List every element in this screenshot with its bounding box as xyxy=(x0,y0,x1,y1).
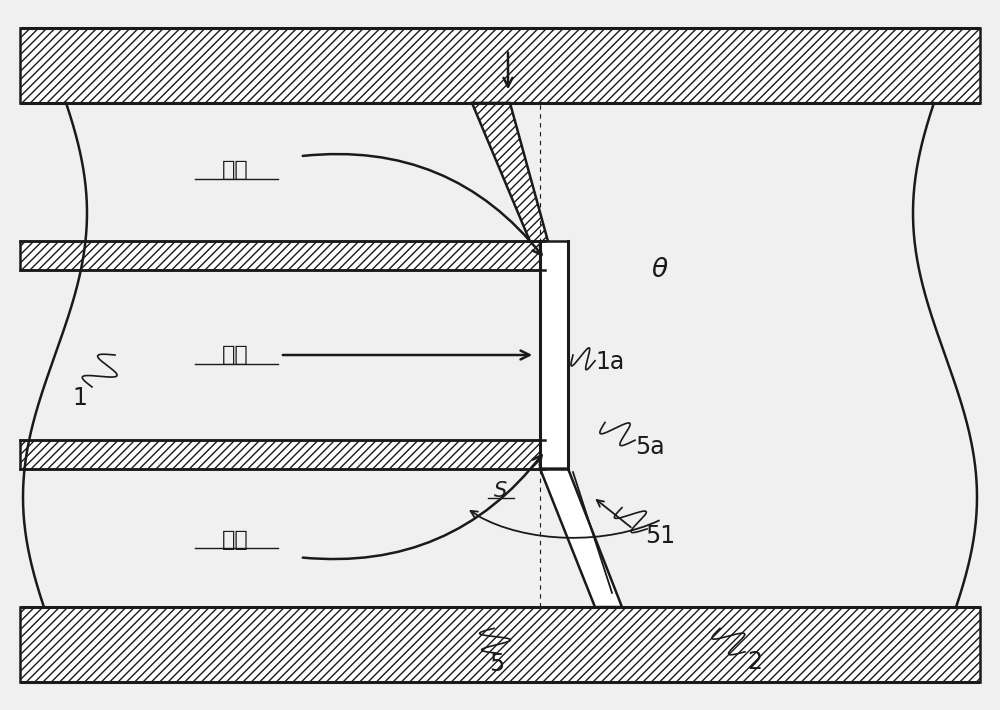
Polygon shape xyxy=(540,469,622,607)
Polygon shape xyxy=(540,241,568,469)
Text: 51: 51 xyxy=(645,524,675,548)
Text: 5: 5 xyxy=(489,652,505,676)
Polygon shape xyxy=(472,103,548,241)
Polygon shape xyxy=(20,241,545,270)
Text: 排气: 排气 xyxy=(222,345,248,365)
Text: S: S xyxy=(493,481,507,501)
Text: 空气: 空气 xyxy=(222,160,248,180)
Polygon shape xyxy=(20,607,980,682)
Text: 1: 1 xyxy=(73,386,87,410)
Polygon shape xyxy=(20,28,980,103)
FancyArrowPatch shape xyxy=(303,455,542,559)
Text: 5a: 5a xyxy=(635,435,665,459)
Text: $\theta$: $\theta$ xyxy=(651,257,669,283)
Text: 1a: 1a xyxy=(595,350,625,374)
Text: 空气: 空气 xyxy=(222,530,248,550)
Text: 2: 2 xyxy=(748,650,763,674)
Polygon shape xyxy=(20,440,545,469)
FancyArrowPatch shape xyxy=(303,154,542,255)
